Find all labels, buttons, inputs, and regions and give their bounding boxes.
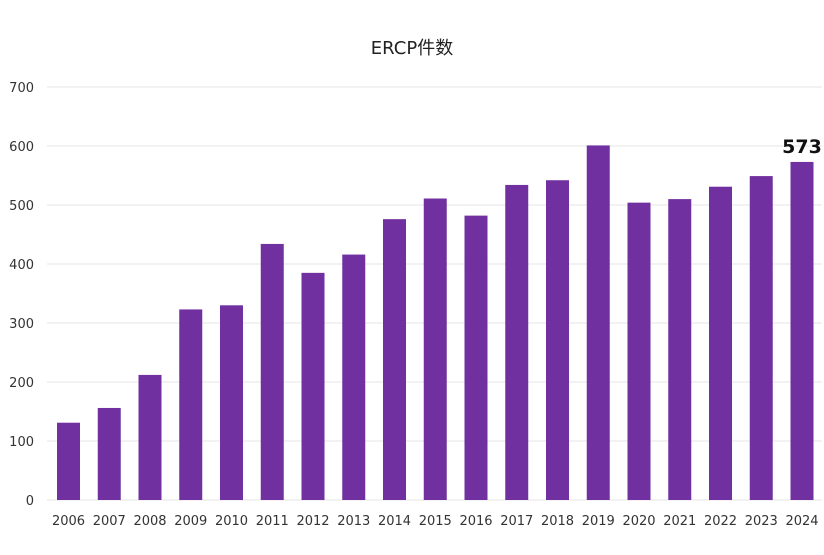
bar-2015 (423, 198, 447, 500)
x-tick-label: 2013 (337, 514, 370, 529)
y-tick-label: 700 (9, 81, 34, 96)
bar-2010 (220, 305, 243, 500)
bar-2017 (505, 184, 529, 500)
x-tick-label: 2009 (174, 514, 207, 529)
bar-2018 (546, 180, 569, 500)
bar-2019 (586, 145, 610, 500)
y-tick-label: 600 (9, 140, 34, 155)
y-tick-label: 300 (9, 317, 34, 332)
bar-2016 (464, 215, 488, 500)
x-tick-label: 2010 (215, 514, 248, 529)
x-tick-label: 2017 (500, 514, 533, 529)
x-tick-label: 2012 (296, 514, 329, 529)
y-tick-label: 0 (26, 494, 34, 509)
y-tick-label: 100 (9, 435, 34, 450)
x-tick-label: 2023 (745, 514, 778, 529)
bar-2014 (383, 219, 406, 500)
x-tick-label: 2021 (663, 514, 696, 529)
bar-2007 (97, 407, 121, 500)
data-label-2024: 573 (782, 136, 822, 158)
bar-2009 (179, 309, 203, 500)
bar-2023 (749, 176, 773, 500)
x-tick-label: 2020 (622, 514, 655, 529)
bar-2011 (260, 243, 284, 500)
x-tick-label: 2024 (785, 514, 818, 529)
bar-2024 (790, 161, 814, 500)
y-tick-label: 200 (9, 376, 34, 391)
x-tick-label: 2014 (378, 514, 411, 529)
bar-2021 (668, 199, 692, 500)
y-tick-label: 500 (9, 199, 34, 214)
x-tick-label: 2011 (256, 514, 289, 529)
bar-2006 (57, 422, 80, 500)
bar-2022 (709, 186, 732, 500)
bar-2020 (627, 202, 651, 500)
x-tick-label: 2006 (52, 514, 85, 529)
bar-2013 (342, 254, 366, 500)
x-tick-label: 2018 (541, 514, 574, 529)
x-tick-label: 2022 (704, 514, 737, 529)
x-tick-label: 2008 (133, 514, 166, 529)
x-tick-label: 2015 (419, 514, 452, 529)
x-tick-label: 2007 (93, 514, 126, 529)
x-tick-label: 2016 (459, 514, 492, 529)
x-tick-label: 2019 (582, 514, 615, 529)
bar-2012 (301, 272, 325, 500)
bar-2008 (138, 374, 162, 500)
chart-title: ERCP件数 (370, 38, 454, 59)
y-tick-label: 400 (9, 258, 34, 273)
